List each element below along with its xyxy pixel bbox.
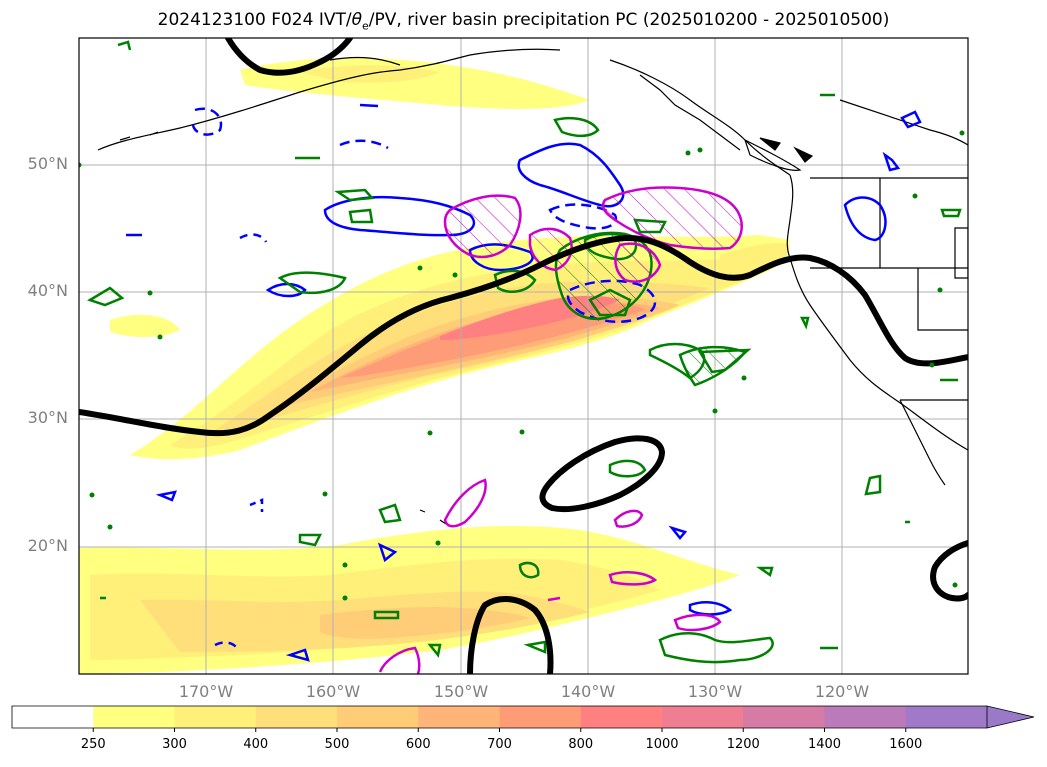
colorbar-swatch [255, 706, 338, 728]
lon-label-130w: 130°W [687, 682, 743, 701]
ivt-band-700 [340, 302, 645, 378]
colorbar-swatch [499, 706, 582, 728]
ivt-coast-patch [720, 243, 790, 267]
title-run: 2024123100 F024 IVT/ [157, 10, 352, 30]
colorbar-swatch [743, 706, 825, 728]
lon-label-160w: 160°W [305, 682, 361, 701]
map-frame [78, 37, 969, 675]
precip-pc-contours [443, 186, 743, 283]
colorbar-swatch [93, 706, 175, 728]
lat-label-50: 50°N [27, 154, 68, 173]
colorbar-swatch [12, 706, 94, 728]
colorbar-swatch [580, 706, 663, 728]
ivt-west-patch [110, 314, 180, 337]
colorbar-swatch [905, 706, 988, 728]
lat-label-30: 30°N [27, 408, 68, 427]
colorbar-tick-label: 400 [243, 737, 269, 752]
title-theta-sub: e [362, 19, 369, 33]
colorbar-swatch [174, 706, 257, 728]
colorbar [11, 705, 1035, 732]
colorbar-tick-label: 1600 [889, 737, 923, 752]
colorbar-tick-label: 800 [568, 737, 594, 752]
map-title: 2024123100 F024 IVT/θe/PV, river basin p… [0, 10, 1047, 32]
colorbar-swatch [662, 706, 744, 728]
colorbar-swatch [337, 706, 419, 728]
title-theta: θ [351, 10, 362, 30]
colorbar-tick-label: 600 [405, 737, 431, 752]
precip-pc-open [378, 478, 722, 674]
coastlines [97, 48, 968, 525]
scattered-markers [79, 130, 965, 601]
colorbar-extend-arrow [986, 705, 1035, 729]
title-rest: /PV, river basin precipitation PC (20250… [368, 10, 890, 30]
colorbar-tick-label: 500 [324, 737, 350, 752]
colorbar-swatch [418, 706, 500, 728]
lon-label-140w: 140°W [560, 682, 616, 701]
lat-label-40: 40°N [27, 281, 68, 300]
pv-contours [79, 38, 968, 674]
colorbar-tick-label: 1400 [807, 737, 842, 752]
colorbar-tick-label: 700 [487, 737, 512, 752]
colorbar-swatch [824, 706, 907, 728]
colorbar-tick-label: 1200 [726, 737, 760, 752]
lon-label-150w: 150°W [433, 682, 489, 701]
lat-label-20: 20°N [27, 536, 68, 555]
colorbar-tick-label: 250 [80, 737, 106, 752]
colorbar-tick-label: 1000 [645, 737, 679, 752]
lon-label-120w: 120°W [814, 682, 870, 701]
colorbar-tick-label: 300 [162, 737, 187, 752]
lon-label-170w: 170°W [178, 682, 234, 701]
